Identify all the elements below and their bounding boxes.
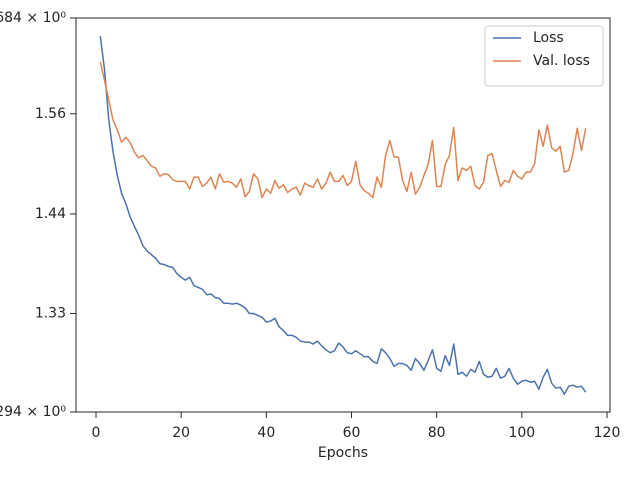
x-axis-label: Epochs	[318, 445, 368, 461]
x-tick-label: 20	[172, 425, 190, 441]
legend-label: Val. loss	[533, 53, 590, 69]
legend-label: Loss	[533, 30, 564, 46]
x-tick-label: 120	[594, 425, 621, 441]
y-tick-label: 1.2294 × 10⁰	[0, 404, 66, 420]
y-tick-label: 1.684 × 10⁰	[0, 10, 66, 26]
line-series	[99, 35, 587, 395]
x-tick-label: 40	[257, 425, 275, 441]
y-tick-label: 1.44	[35, 206, 66, 222]
line-series	[99, 61, 587, 199]
legend: Loss Val. loss	[484, 25, 604, 87]
y-tick-label: 1.56	[35, 106, 66, 122]
x-tick-label: 60	[343, 425, 361, 441]
axes-frame	[75, 17, 611, 413]
x-tick-label: 0	[92, 425, 101, 441]
x-tick-label: 80	[428, 425, 446, 441]
y-tick-label: 1.33	[35, 306, 66, 322]
legend-box	[484, 25, 604, 87]
x-tick-label: 100	[508, 425, 535, 441]
